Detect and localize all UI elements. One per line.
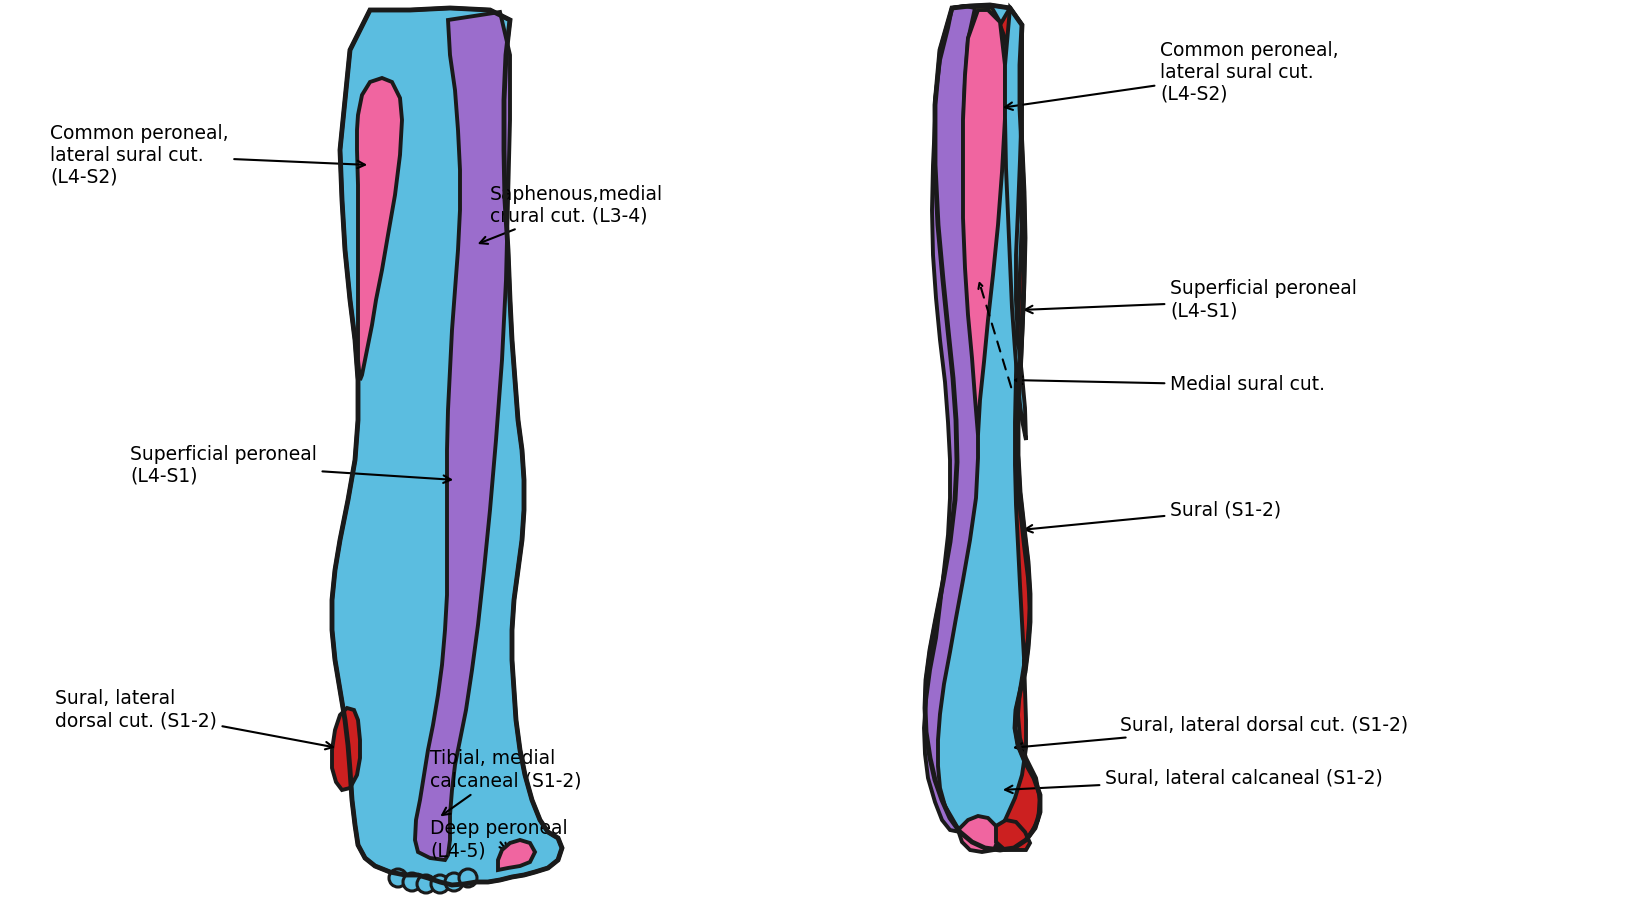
Text: Deep peroneal
(L4-5): Deep peroneal (L4-5) <box>429 820 567 860</box>
Circle shape <box>416 875 434 893</box>
Polygon shape <box>331 708 361 790</box>
Text: Tibial, medial
calcaneal (S1-2): Tibial, medial calcaneal (S1-2) <box>429 749 582 815</box>
Circle shape <box>403 873 421 891</box>
Polygon shape <box>331 8 562 885</box>
Text: Common peroneal,
lateral sural cut.
(L4-S2): Common peroneal, lateral sural cut. (L4-… <box>49 124 364 187</box>
Circle shape <box>459 869 477 887</box>
Text: Sural, lateral dorsal cut. (S1-2): Sural, lateral dorsal cut. (S1-2) <box>1015 715 1408 750</box>
Polygon shape <box>957 816 998 852</box>
Circle shape <box>388 869 406 887</box>
Circle shape <box>431 875 449 893</box>
Polygon shape <box>498 840 534 870</box>
Text: Sural, lateral calcaneal (S1-2): Sural, lateral calcaneal (S1-2) <box>1005 769 1382 793</box>
Circle shape <box>444 873 462 891</box>
Text: Common peroneal,
lateral sural cut.
(L4-S2): Common peroneal, lateral sural cut. (L4-… <box>1005 41 1337 110</box>
Polygon shape <box>995 820 1029 850</box>
Text: Saphenous,medial
crural cut. (L3-4): Saphenous,medial crural cut. (L3-4) <box>480 185 662 244</box>
Text: Medial sural cut.: Medial sural cut. <box>1015 375 1324 395</box>
Text: Sural, lateral
dorsal cut. (S1-2): Sural, lateral dorsal cut. (S1-2) <box>56 689 333 749</box>
Text: Superficial peroneal
(L4-S1): Superficial peroneal (L4-S1) <box>1024 279 1355 321</box>
Polygon shape <box>1005 8 1026 440</box>
Text: Superficial peroneal
(L4-S1): Superficial peroneal (L4-S1) <box>129 444 451 485</box>
Polygon shape <box>962 10 1005 435</box>
Text: Sural (S1-2): Sural (S1-2) <box>1024 501 1280 532</box>
Polygon shape <box>947 6 1001 495</box>
Polygon shape <box>357 78 402 380</box>
Polygon shape <box>985 8 1039 848</box>
Polygon shape <box>415 12 510 860</box>
Polygon shape <box>923 6 977 832</box>
Polygon shape <box>924 5 1039 850</box>
